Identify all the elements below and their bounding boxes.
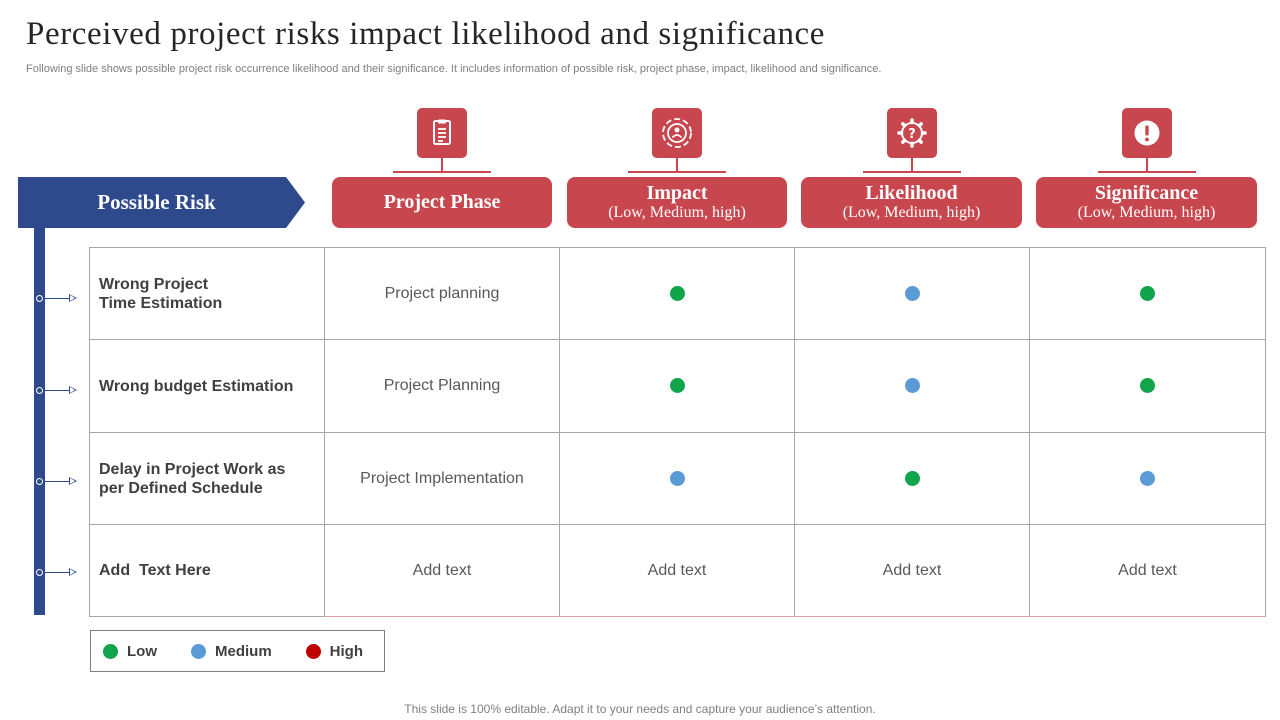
impact-cell: Add text (559, 524, 795, 617)
phase-cell: Project Implementation (324, 432, 560, 525)
legend-label: High (329, 642, 363, 660)
risk-label: Wrong budget Estimation (99, 377, 294, 395)
column-header-likelihood: Likelihood (Low, Medium, high) (801, 177, 1022, 228)
legend: Low Medium High (90, 630, 385, 672)
rating-dot (1140, 378, 1155, 394)
column-title: Likelihood (865, 182, 958, 205)
target-icon (652, 108, 702, 158)
connector-arrow-icon (36, 567, 78, 577)
rating-dot (1140, 285, 1155, 301)
column-title: Project Phase (383, 191, 501, 213)
rating-dot (1140, 470, 1155, 486)
page-title: Perceived project risks impact likelihoo… (26, 16, 826, 52)
risk-cell: Wrong Project Time Estimation (89, 247, 325, 340)
risk-cell: Add Text Here (89, 524, 325, 617)
risk-cell: Delay in Project Work as per Defined Sch… (89, 432, 325, 525)
legend-dot (305, 643, 321, 659)
risk-label: Wrong Project Time Estimation (99, 275, 223, 312)
risk-label: Delay in Project Work as per Defined Sch… (99, 460, 286, 497)
possible-risk-label: Possible Risk (97, 190, 216, 214)
connector-arrow-icon (36, 385, 78, 395)
significance-cell (1029, 339, 1266, 433)
risk-table: Wrong Project Time Estimation Project pl… (89, 247, 1266, 617)
legend-item-high: High (305, 642, 363, 660)
column-header-significance: Significance (Low, Medium, high) (1036, 177, 1257, 228)
column-subtitle: (Low, Medium, high) (1077, 204, 1216, 222)
legend-item-low: Low (103, 643, 157, 660)
rating-dot (904, 470, 920, 486)
alert-icon (1122, 108, 1172, 158)
gear-question-icon: ? (887, 108, 937, 158)
legend-item-medium: Medium (191, 643, 272, 660)
significance-cell: Add text (1029, 524, 1266, 617)
significance-cell (1029, 247, 1266, 340)
table-row: Add Text Here Add text Add text Add text… (89, 524, 1266, 617)
legend-dot (191, 643, 206, 659)
page-subtitle: Following slide shows possible project r… (26, 63, 882, 75)
impact-cell (559, 432, 795, 525)
rating-dot (669, 285, 685, 301)
legend-dot (103, 643, 118, 659)
likelihood-cell (794, 339, 1030, 433)
svg-text:?: ? (908, 127, 916, 142)
phase-cell: Add text (324, 524, 560, 617)
impact-cell (559, 339, 795, 433)
significance-cell (1029, 432, 1266, 525)
rating-dot (669, 470, 685, 486)
rating-dot (669, 378, 685, 394)
column-header-impact: Impact (Low, Medium, high) (567, 177, 787, 228)
table-row: Delay in Project Work as per Defined Sch… (89, 432, 1266, 525)
phase-cell: Project Planning (324, 339, 560, 433)
column-subtitle: (Low, Medium, high) (842, 204, 981, 222)
risk-label: Add Text Here (99, 562, 211, 579)
risk-cell: Wrong budget Estimation (89, 339, 325, 433)
table-row: Wrong Project Time Estimation Project pl… (89, 247, 1266, 340)
legend-label: Low (127, 642, 157, 660)
document-icon (417, 108, 467, 158)
table-row: Wrong budget Estimation Project Planning (89, 339, 1266, 433)
possible-risk-banner: Possible Risk (18, 177, 305, 228)
likelihood-cell: Add text (794, 524, 1030, 617)
likelihood-cell (794, 247, 1030, 340)
column-title: Significance (1094, 182, 1199, 205)
rating-dot (904, 378, 920, 394)
connector-arrow-icon (36, 476, 78, 486)
impact-cell (559, 247, 795, 340)
connector-arrow-icon (36, 293, 78, 303)
footer-note: This slide is 100% editable. Adapt it to… (404, 702, 876, 716)
timeline-bar (34, 228, 45, 615)
likelihood-cell (794, 432, 1030, 525)
phase-cell: Project planning (324, 247, 560, 340)
column-title: Impact (646, 182, 708, 205)
rating-dot (904, 285, 920, 301)
column-subtitle: (Low, Medium, high) (608, 204, 746, 222)
legend-label: Medium (215, 642, 272, 660)
column-header-project-phase: Project Phase (332, 177, 552, 228)
